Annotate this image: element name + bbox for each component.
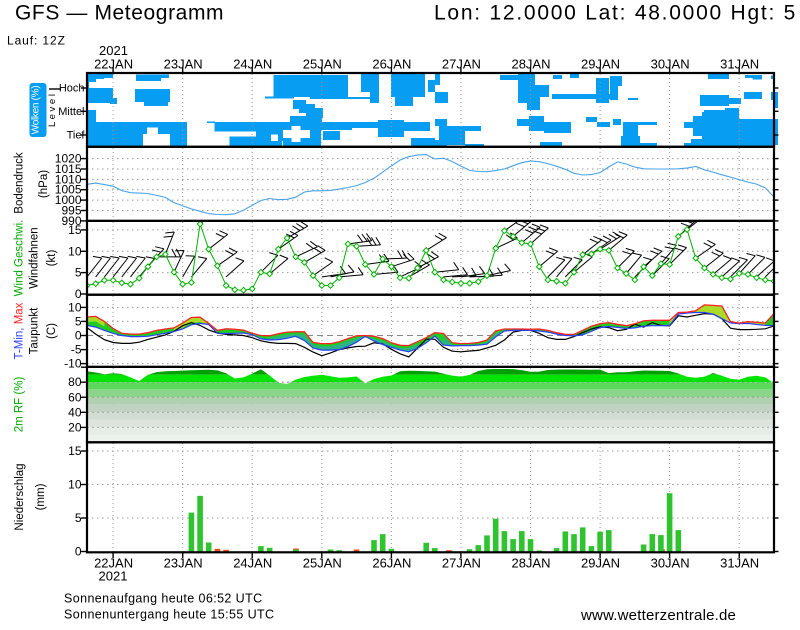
svg-text:0: 0 [75,545,82,559]
svg-text:5: 5 [75,266,82,280]
svg-text:5: 5 [75,511,82,525]
svg-text:27JAN: 27JAN [442,57,481,72]
svg-text:Niederschlag: Niederschlag [14,463,26,530]
svg-text:Sonnenaufgang heute 06:52 UTC: Sonnenaufgang heute 06:52 UTC [64,592,263,606]
svg-text:www.wetterzentrale.de: www.wetterzentrale.de [580,607,736,624]
svg-text:23JAN: 23JAN [164,57,203,72]
svg-text:Bodendruck: Bodendruck [14,152,26,214]
svg-text:29JAN: 29JAN [581,556,620,571]
svg-text:26JAN: 26JAN [372,57,411,72]
svg-text:(mm): (mm) [35,483,47,510]
svg-text:15: 15 [68,223,82,237]
svg-text:80: 80 [68,375,82,389]
svg-text:Hoch: Hoch [59,83,85,95]
svg-text:2021: 2021 [99,43,128,58]
svg-text:-10: -10 [64,357,82,371]
svg-text:29JAN: 29JAN [581,57,620,72]
svg-text:Lon: 12.0000 Lat: 48.0000 Hgt:: Lon: 12.0000 Lat: 48.0000 Hgt: 5 [434,2,797,25]
svg-text:Mittel: Mittel [58,106,84,118]
svg-text:31JAN: 31JAN [720,556,759,571]
svg-text:5: 5 [75,314,82,328]
svg-text:15: 15 [68,444,82,458]
svg-text:GFS — Meteogramm: GFS — Meteogramm [15,2,224,25]
svg-text:27JAN: 27JAN [442,556,481,571]
svg-text:(C): (C) [46,323,58,339]
svg-text:Windfahnen: Windfahnen [29,227,41,288]
svg-text:20: 20 [68,420,82,434]
svg-text:-5: -5 [71,343,82,357]
svg-text:Wind Geschwi.: Wind Geschwi. [14,220,26,297]
svg-text:31JAN: 31JAN [720,57,759,72]
svg-text:0: 0 [75,329,82,343]
svg-text:Sonnenuntergang heute 15:55 UT: Sonnenuntergang heute 15:55 UTC [64,608,274,622]
svg-text:Taupunkt: Taupunkt [29,307,41,354]
svg-text:(hPa): (hPa) [38,170,50,198]
svg-text:2021: 2021 [99,569,128,584]
svg-text:60: 60 [68,390,82,404]
svg-text:Wolken (%): Wolken (%) [31,86,42,135]
svg-text:25JAN: 25JAN [303,57,342,72]
svg-text:10: 10 [68,478,82,492]
svg-text:40: 40 [68,405,82,419]
svg-text:24JAN: 24JAN [233,57,272,72]
svg-text:30JAN: 30JAN [651,556,690,571]
svg-text:24JAN: 24JAN [233,556,272,571]
svg-text:25JAN: 25JAN [303,556,342,571]
svg-text:23JAN: 23JAN [164,556,203,571]
svg-text:10: 10 [68,300,82,314]
svg-text:(kt): (kt) [46,250,58,267]
svg-text:Tief: Tief [67,130,86,142]
svg-text:0: 0 [75,287,82,301]
svg-text:26JAN: 26JAN [372,556,411,571]
svg-text:T-Min, Max: T-Min, Max [14,302,26,359]
svg-text:10: 10 [68,244,82,258]
svg-text:28JAN: 28JAN [511,57,550,72]
svg-text:30JAN: 30JAN [651,57,690,72]
svg-text:22JAN: 22JAN [94,57,133,72]
svg-text:Lauf: 12Z: Lauf: 12Z [7,34,66,48]
svg-text:L e v e l: L e v e l [47,94,58,127]
svg-text:1020: 1020 [55,152,82,166]
svg-text:28JAN: 28JAN [511,556,550,571]
svg-text:2m RF (%): 2m RF (%) [14,377,26,433]
